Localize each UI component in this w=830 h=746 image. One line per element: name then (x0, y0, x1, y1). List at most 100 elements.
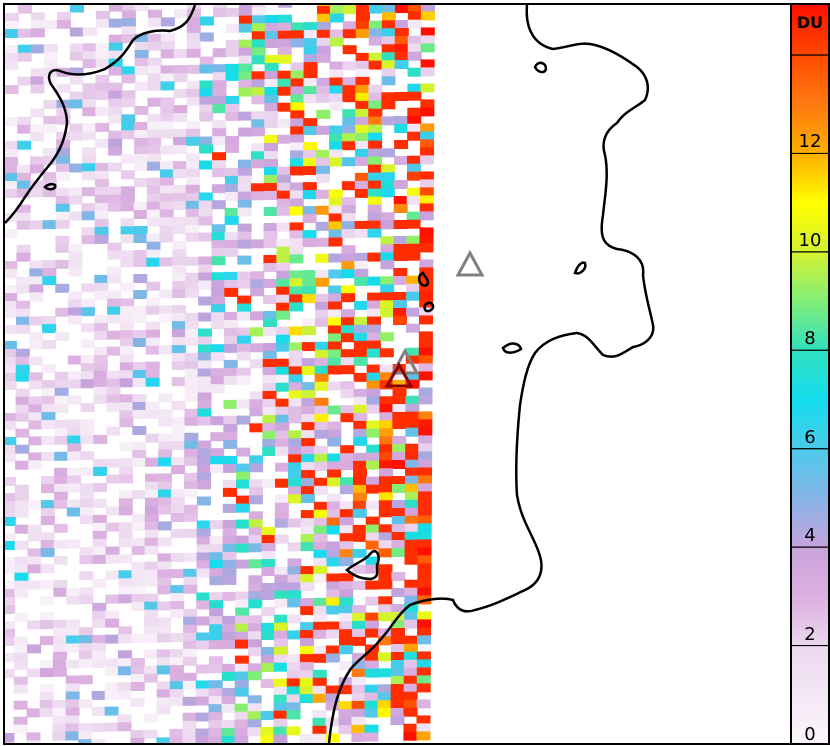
so2-pixel (301, 398, 316, 408)
so2-pixel (210, 368, 225, 378)
so2-pixel (288, 414, 303, 424)
so2-pixel (264, 143, 279, 152)
so2-pixel (314, 477, 328, 487)
so2-pixel (54, 331, 69, 341)
so2-pixel (314, 373, 329, 383)
so2-pixel (80, 451, 95, 461)
colorbar-swatch (792, 722, 828, 724)
colorbar-swatch (792, 197, 828, 199)
colorbar-swatch (792, 715, 828, 717)
colorbar-swatch (792, 371, 828, 373)
so2-pixel (367, 308, 382, 318)
so2-pixel (250, 311, 265, 321)
so2-pixel (172, 273, 187, 283)
so2-pixel (133, 314, 148, 323)
so2-pixel (199, 88, 214, 98)
so2-pixel (172, 169, 187, 179)
so2-pixel (380, 300, 395, 310)
so2-pixel (107, 242, 122, 252)
colorbar-tick-label: 2 (804, 623, 816, 645)
colorbar-swatch (792, 171, 828, 173)
so2-pixel (288, 326, 303, 336)
so2-pixel (392, 444, 407, 453)
so2-pixel (156, 697, 171, 707)
so2-pixel (5, 157, 19, 166)
so2-pixel (208, 680, 223, 690)
colorbar-swatch (792, 404, 828, 406)
colorbar-swatch (792, 398, 828, 400)
so2-pixel (159, 305, 174, 315)
so2-pixel (53, 635, 68, 645)
colorbar-swatch (792, 633, 828, 635)
so2-pixel (82, 59, 97, 69)
so2-pixel (94, 290, 109, 300)
so2-pixel (196, 552, 211, 562)
so2-pixel (118, 570, 133, 580)
so2-pixel (120, 234, 135, 244)
so2-pixel (393, 204, 408, 213)
so2-pixel (144, 633, 159, 643)
colorbar-swatch (792, 176, 828, 178)
colorbar-swatch (792, 316, 828, 318)
so2-pixel (223, 415, 238, 425)
so2-pixel (108, 98, 123, 108)
colorbar-swatch (792, 189, 828, 191)
so2-pixel (313, 613, 328, 623)
so2-pixel (53, 555, 68, 565)
so2-pixel (95, 90, 110, 100)
so2-pixel (5, 381, 17, 390)
so2-pixel (185, 208, 200, 218)
so2-pixel (28, 420, 43, 430)
so2-pixel (391, 532, 406, 541)
so2-pixel (394, 92, 409, 101)
so2-pixel (134, 34, 149, 43)
so2-pixel (146, 241, 161, 251)
colorbar-swatch (792, 373, 828, 375)
so2-pixel (156, 737, 171, 743)
so2-pixel (5, 605, 16, 614)
so2-pixel (327, 469, 342, 479)
so2-pixel (393, 180, 408, 189)
colorbar-swatch (792, 569, 828, 571)
so2-pixel (224, 271, 239, 281)
so2-pixel (247, 695, 262, 705)
so2-pixel (352, 492, 367, 502)
so2-pixel (131, 562, 146, 571)
colorbar-swatch (792, 151, 828, 153)
so2-pixel (353, 428, 368, 438)
so2-pixel (341, 253, 356, 263)
colorbar-swatch (792, 423, 828, 425)
colorbar-swatch (792, 716, 828, 718)
so2-pixel (14, 588, 29, 598)
so2-pixel (106, 402, 121, 412)
colorbar-swatch (792, 60, 828, 62)
so2-pixel (366, 348, 381, 358)
so2-pixel (184, 480, 198, 490)
colorbar-swatch (792, 718, 828, 720)
colorbar-swatch (792, 395, 828, 397)
colorbar-swatch (792, 665, 828, 667)
so2-pixel (329, 61, 344, 71)
so2-pixel (66, 587, 81, 597)
so2-pixel (364, 668, 379, 678)
so2-pixel (119, 346, 134, 356)
so2-pixel (184, 432, 199, 442)
colorbar-swatch (792, 167, 828, 169)
so2-pixel (326, 589, 341, 599)
so2-pixel (264, 79, 279, 88)
so2-pixel (208, 736, 223, 743)
colorbar-swatch (792, 344, 828, 346)
so2-pixel (221, 703, 236, 713)
so2-pixel (403, 659, 418, 669)
colorbar-swatch (792, 124, 828, 126)
so2-pixel (327, 349, 342, 359)
colorbar-swatch (792, 92, 828, 94)
so2-pixel (290, 70, 305, 80)
colorbar-swatch (792, 195, 828, 197)
so2-pixel (15, 372, 30, 382)
so2-pixel (143, 665, 158, 675)
colorbar-swatch (792, 396, 828, 398)
so2-pixel (274, 566, 289, 576)
colorbar-swatch (792, 599, 828, 601)
so2-pixel (417, 531, 432, 541)
